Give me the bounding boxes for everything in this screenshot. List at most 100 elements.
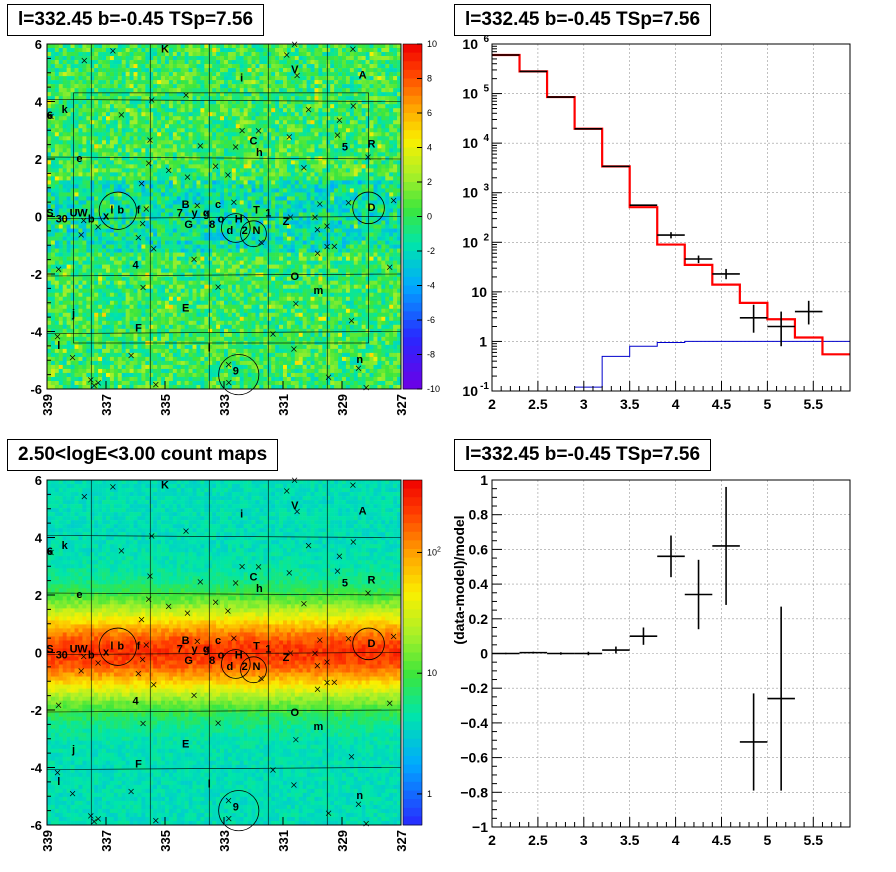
source-label: D xyxy=(368,202,376,214)
y-tick-label: −0.6 xyxy=(460,750,488,766)
source-label: e xyxy=(76,153,82,165)
source-label: g xyxy=(203,208,210,220)
source-cross xyxy=(314,250,321,256)
source-label: C xyxy=(250,136,258,148)
y-tick-label: 10 xyxy=(462,234,478,250)
source-cross xyxy=(212,599,219,606)
source-cross xyxy=(184,174,191,180)
x-tick-label: 4 xyxy=(672,832,680,848)
source-cross xyxy=(48,113,54,120)
model-line xyxy=(492,53,850,356)
source-cross xyxy=(314,686,321,692)
source-label: x xyxy=(103,210,110,222)
source-cross xyxy=(348,317,355,324)
source-label: E xyxy=(182,738,189,750)
source-circle xyxy=(240,656,267,684)
source-cross xyxy=(350,539,357,545)
source-cross xyxy=(55,702,62,709)
source-cross xyxy=(255,128,262,134)
source-label: i xyxy=(240,72,243,84)
source-cross xyxy=(287,214,294,220)
source-cross xyxy=(135,234,142,241)
source-cross xyxy=(325,810,332,816)
y-tick-label: 10 xyxy=(462,36,478,52)
source-cross xyxy=(294,508,300,515)
colorbar-tick-label: -4 xyxy=(427,281,435,291)
source-cross xyxy=(365,154,371,160)
source-label: N xyxy=(252,225,260,237)
source-cross xyxy=(225,172,231,178)
title-top-right: l=332.45 b=-0.45 TSp=7.56 xyxy=(454,4,712,36)
x-tick-label: 3.5 xyxy=(620,396,640,412)
source-circle xyxy=(352,627,385,661)
colorbar-tick-label: 4 xyxy=(427,143,432,153)
source-label: d xyxy=(227,225,234,237)
source-cross xyxy=(258,239,264,246)
source-label: S xyxy=(46,644,53,656)
source-cross xyxy=(153,381,159,388)
source-cross xyxy=(78,232,84,238)
source-cross xyxy=(143,206,150,212)
source-cross xyxy=(317,637,323,643)
source-label: G xyxy=(184,655,193,667)
y-tick-label: 10 xyxy=(462,86,478,102)
source-label: d xyxy=(227,661,234,673)
x-tick-label: 5 xyxy=(763,396,771,412)
source-label: n xyxy=(356,354,363,366)
source-label: B xyxy=(182,635,190,647)
ratio-grid xyxy=(492,480,850,827)
source-cross xyxy=(81,493,88,500)
source-label: 2 xyxy=(242,661,248,673)
source-cross xyxy=(135,670,142,677)
source-cross xyxy=(314,662,321,669)
title-bottom-left: 2.50<logE<3.00 count maps xyxy=(7,439,279,471)
colorbar-tick-label: -6 xyxy=(427,315,435,325)
source-cross xyxy=(140,284,146,291)
y-tick-label: 10 xyxy=(462,185,478,201)
x-tick-label: 329 xyxy=(335,394,350,416)
x-tick-label: 5 xyxy=(763,832,771,848)
x-tick-label: 2 xyxy=(488,832,496,848)
source-cross xyxy=(148,533,155,539)
colorbar-tick-label: 10 xyxy=(427,39,437,49)
source-cross xyxy=(291,782,297,788)
source-cross xyxy=(95,660,101,666)
source-cross xyxy=(215,284,221,290)
ratio-data xyxy=(492,486,795,791)
colorbar-tick-label: 1 xyxy=(427,789,432,799)
y-tick-label: 0.2 xyxy=(469,611,489,627)
y-tick-exponent: -1 xyxy=(480,381,489,392)
source-label: 4 xyxy=(132,259,139,271)
source-cross xyxy=(390,633,397,640)
source-cross xyxy=(225,608,231,614)
source-cross xyxy=(204,646,210,652)
source-label: F xyxy=(135,323,142,335)
source-cross xyxy=(283,488,290,494)
source-crosses xyxy=(48,41,397,391)
y-tick-label: -4 xyxy=(30,761,42,776)
source-cross xyxy=(334,132,341,138)
source-cross xyxy=(239,563,245,570)
source-label: j xyxy=(71,744,75,756)
source-circle xyxy=(218,354,260,396)
source-circle xyxy=(221,213,251,243)
source-label: 0 xyxy=(62,213,68,225)
count-map-cells xyxy=(47,480,402,826)
source-cross xyxy=(312,214,318,221)
source-label: V xyxy=(291,64,299,76)
source-cross xyxy=(194,638,200,645)
source-cross xyxy=(305,542,312,549)
source-circle xyxy=(352,191,385,225)
x-tick-label: 4.5 xyxy=(712,832,732,848)
source-cross xyxy=(386,700,393,706)
source-crosses xyxy=(48,477,397,827)
source-label: 8 xyxy=(209,655,215,667)
source-cross xyxy=(110,48,116,54)
source-cross xyxy=(145,160,152,167)
y-tick-label: −0.8 xyxy=(460,784,488,800)
source-cross xyxy=(80,653,87,660)
source-label: 9 xyxy=(233,802,239,814)
source-label: C xyxy=(250,572,258,584)
